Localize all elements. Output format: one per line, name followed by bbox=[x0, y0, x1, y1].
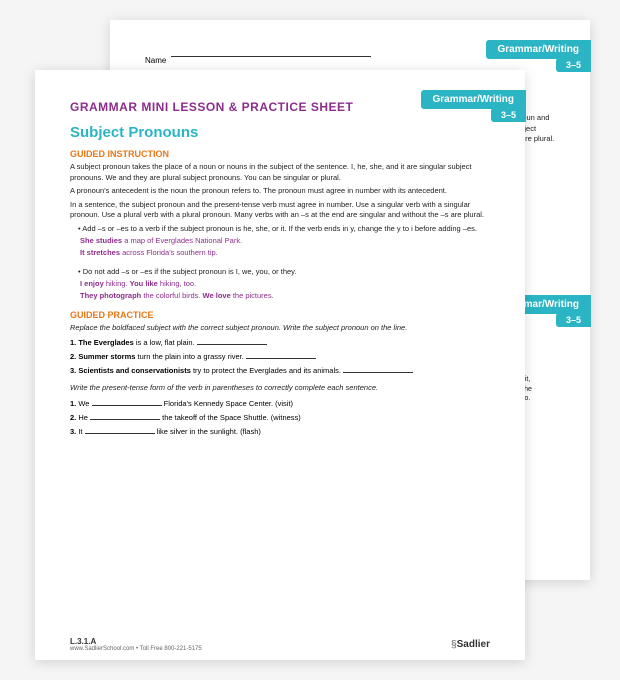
guided-instruction-heading: GUIDED INSTRUCTION bbox=[70, 149, 490, 159]
gp-item-1: 1. The Everglades is a low, flat plain. bbox=[70, 337, 490, 347]
gp-item-6: 3. It like silver in the sunlight. (flas… bbox=[70, 426, 490, 436]
page-footer: L.3.1.A www.SadlierSchool.com • Toll Fre… bbox=[70, 637, 490, 652]
worksheet-page-front: Grammar/Writing 3–5 GRAMMAR MINI LESSON … bbox=[35, 70, 525, 660]
grade-tab-2: 3–5 bbox=[556, 313, 591, 327]
gp-instruction-1: Replace the boldfaced subject with the c… bbox=[70, 323, 490, 334]
gp-item-2: 2. Summer storms turn the plain into a g… bbox=[70, 351, 490, 361]
standard-code: L.3.1.A bbox=[70, 637, 202, 646]
gp-item-3: 3. Scientists and conservationists try t… bbox=[70, 365, 490, 375]
gp-item-5: 2. He the takeoff of the Space Shuttle. … bbox=[70, 412, 490, 422]
subject-tab-front: Grammar/Writing bbox=[421, 90, 527, 109]
example-3: I enjoy hiking. You like hiking, too. bbox=[80, 279, 490, 288]
sadlier-logo: §Sadlier bbox=[451, 639, 490, 650]
footer-text: www.SadlierSchool.com • Toll Free 800-22… bbox=[70, 646, 202, 652]
gp-instruction-2: Write the present-tense form of the verb… bbox=[70, 383, 490, 394]
grade-tab-front: 3–5 bbox=[491, 108, 526, 122]
instruction-p1: A subject pronoun takes the place of a n… bbox=[70, 162, 490, 183]
example-4: They photograph the colorful birds. We l… bbox=[80, 291, 490, 300]
instruction-p2: A pronoun's antecedent is the noun the p… bbox=[70, 186, 490, 197]
instruction-p3: In a sentence, the subject pronoun and t… bbox=[70, 200, 490, 221]
bullet-2: • Do not add –s or –es if the subject pr… bbox=[78, 267, 490, 276]
example-1: She studies a map of Everglades National… bbox=[80, 236, 490, 245]
subject-tab: Grammar/Writing bbox=[486, 40, 592, 59]
lesson-title: Subject Pronouns bbox=[70, 124, 490, 141]
example-2: It stretches across Florida's southern t… bbox=[80, 248, 490, 257]
bullet-1: • Add –s or –es to a verb if the subject… bbox=[78, 224, 490, 233]
grade-tab: 3–5 bbox=[556, 58, 591, 72]
guided-practice-heading: GUIDED PRACTICE bbox=[70, 310, 490, 320]
gp-item-4: 1. We Florida's Kennedy Space Center. (v… bbox=[70, 398, 490, 408]
